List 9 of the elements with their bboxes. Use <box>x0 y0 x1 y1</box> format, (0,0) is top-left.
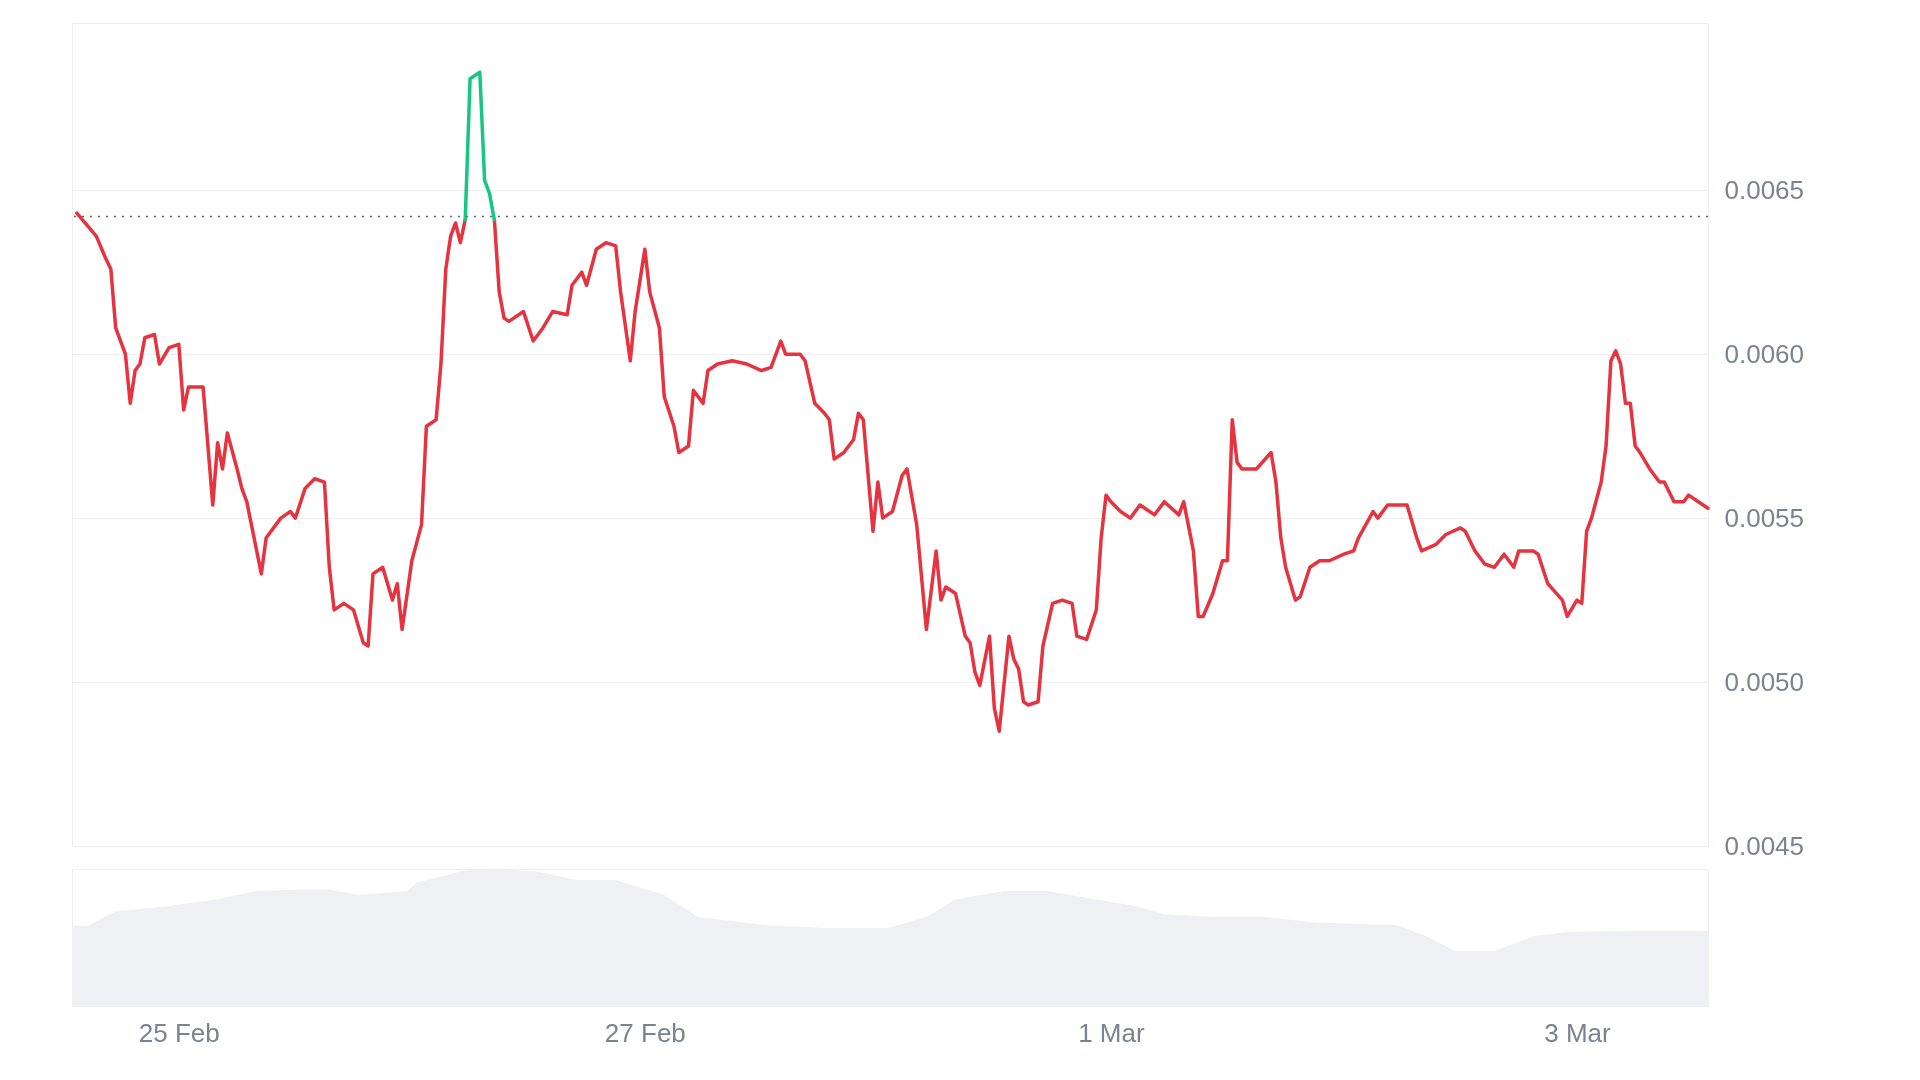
y-tick-label: 0.0050 <box>1724 666 1805 697</box>
x-tick-label: 25 Feb <box>138 1017 220 1048</box>
y-tick-label: 0.0060 <box>1724 338 1805 369</box>
y-tick-label: 0.0045 <box>1724 830 1805 861</box>
x-tick-label: 3 Mar <box>1544 1017 1611 1048</box>
y-tick-label: 0.0055 <box>1724 502 1805 533</box>
x-tick-label: 27 Feb <box>604 1017 686 1048</box>
y-tick-label: 0.0065 <box>1724 174 1805 205</box>
x-tick-label: 1 Mar <box>1078 1017 1145 1048</box>
